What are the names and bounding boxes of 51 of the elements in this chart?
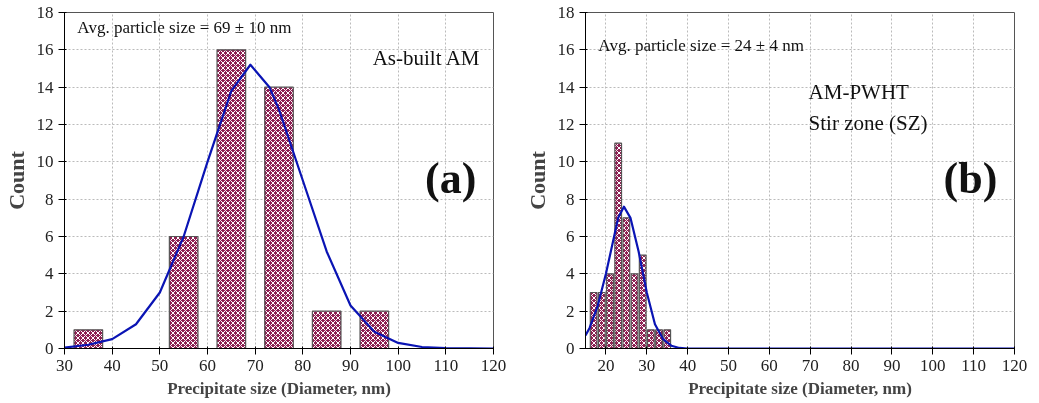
y-tick-label: 18	[557, 3, 575, 22]
y-tick-label: 4	[566, 264, 575, 284]
y-tick-label: 16	[557, 40, 575, 60]
annotation: Avg. particle size = 69 ± 10 nm	[77, 17, 292, 37]
x-tick-label: 20	[597, 355, 615, 375]
y-tick-label: 14	[36, 77, 54, 97]
y-tick-label: 10	[557, 152, 575, 172]
x-axis-title: Precipitate size (Diameter, nm)	[688, 378, 912, 398]
x-tick-label: 40	[103, 355, 121, 375]
annotation: As-built AM	[372, 46, 480, 71]
x-tick-label: 80	[842, 355, 860, 375]
x-tick-label: 60	[199, 355, 216, 375]
x-tick-label: 90	[883, 355, 901, 375]
y-tick-label: 8	[566, 189, 575, 209]
y-tick-label: 6	[45, 227, 54, 246]
annotation: AM-PWHT Stir zone (SZ)	[808, 79, 928, 135]
y-tick-label: 12	[36, 115, 54, 134]
y-tick-label: 8	[45, 189, 54, 209]
x-tick-label: 30	[56, 355, 73, 375]
x-tick-label: 110	[961, 355, 987, 375]
x-tick-label: 50	[720, 355, 737, 375]
y-tick-label: 2	[45, 301, 54, 321]
y-tick-label: 0	[45, 339, 54, 358]
y-tick-label: 16	[36, 40, 54, 60]
y-tick-label: 12	[557, 115, 575, 134]
y-tick-label: 18	[36, 3, 54, 22]
x-tick-label: 90	[342, 355, 359, 375]
y-tick-label: 6	[566, 227, 575, 246]
y-tick-label: 4	[45, 264, 54, 284]
x-tick-label: 70	[246, 355, 264, 375]
y-tick-label: 0	[566, 339, 575, 358]
x-tick-label: 120	[1001, 355, 1028, 375]
x-tick-label: 50	[151, 355, 169, 375]
x-tick-label: 40	[679, 355, 697, 375]
y-tick-label: 10	[36, 152, 54, 172]
y-tick-label: 14	[557, 77, 575, 97]
x-tick-label: 120	[480, 355, 507, 375]
x-tick-label: 60	[760, 355, 778, 375]
x-tick-label: 30	[638, 355, 656, 375]
y-tick-label: 2	[566, 301, 575, 321]
x-tick-label: 80	[294, 355, 312, 375]
annotation: Avg. particle size = 24 ± 4 nm	[598, 36, 804, 56]
x-tick-label: 110	[433, 355, 459, 375]
x-axis-title: Precipitate size (Diameter, nm)	[167, 378, 391, 398]
x-tick-label: 100	[920, 355, 946, 375]
x-tick-label: 70	[801, 355, 819, 375]
y-axis-title: Count	[524, 150, 550, 210]
annotation: (b)	[943, 153, 998, 203]
y-axis-title: Count	[3, 150, 29, 210]
x-tick-label: 100	[385, 355, 411, 375]
annotation: (a)	[425, 153, 477, 203]
